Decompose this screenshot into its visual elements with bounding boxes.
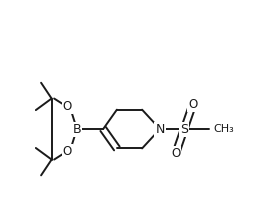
Text: O: O	[63, 145, 72, 158]
Text: O: O	[188, 98, 197, 111]
Text: N: N	[155, 122, 165, 136]
Text: O: O	[63, 100, 72, 113]
Text: CH₃: CH₃	[213, 124, 234, 134]
Text: O: O	[171, 147, 180, 160]
Text: B: B	[73, 122, 81, 136]
Text: S: S	[180, 122, 188, 136]
